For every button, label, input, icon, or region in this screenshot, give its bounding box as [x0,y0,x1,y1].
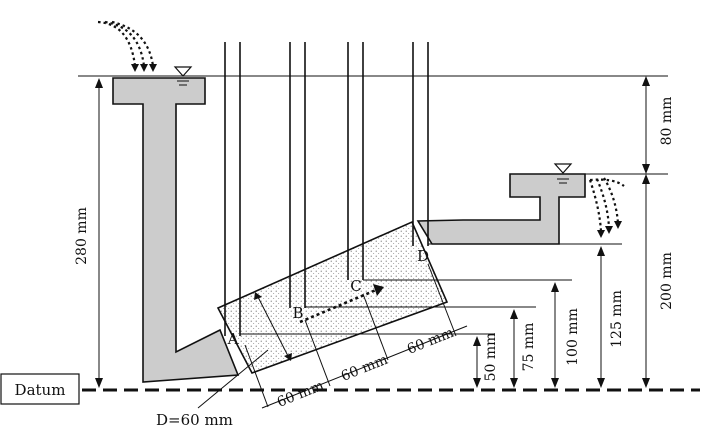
h-b-label: 75 mm [521,323,537,372]
dim-200 [642,174,650,388]
segment-2-label: 60 mm [339,352,390,385]
piezometer-c [347,42,364,280]
piezometer-a [224,42,241,336]
segment-3-label: 60 mm [405,325,456,358]
diameter-dimension [254,292,292,361]
right-top-label: 80 mm [659,97,675,146]
segment-dimension-line [244,263,468,409]
dim-75 [510,309,518,388]
h-a-label: 50 mm [483,333,499,382]
dim-100 [551,282,559,388]
right-bottom-label: 200 mm [659,252,675,310]
dim-280 [95,78,103,388]
datum-box [0,373,80,405]
dim-80 [642,76,650,174]
point-b-label: B [292,304,303,322]
segment-1-label: 60 mm [275,378,326,411]
piezometer-d [412,42,429,246]
h-d-label: 125 mm [609,290,625,348]
piezometer-b [289,42,306,308]
dim-50 [473,336,481,388]
point-d-label: D [417,247,429,265]
outflow-arrows-icon [588,177,625,233]
inflow-arrowheads [131,64,157,72]
h-c-label: 100 mm [565,308,581,366]
inflow-arrows-icon [97,20,155,67]
datum-label: Datum [15,381,66,399]
left-height-label: 280 mm [74,207,90,265]
upstream-level-marker-icon [173,66,193,86]
downstream-level-marker-icon [553,163,573,184]
downstream-reservoir-and-pipe [416,173,586,245]
upstream-reservoir-and-pipe [112,77,240,383]
diameter-label: D=60 mm [156,411,233,429]
dim-125 [597,246,605,388]
point-c-label: C [350,277,361,295]
outflow-arrowheads [597,221,622,238]
diameter-leader [197,349,269,409]
point-a-label: A [227,330,239,348]
